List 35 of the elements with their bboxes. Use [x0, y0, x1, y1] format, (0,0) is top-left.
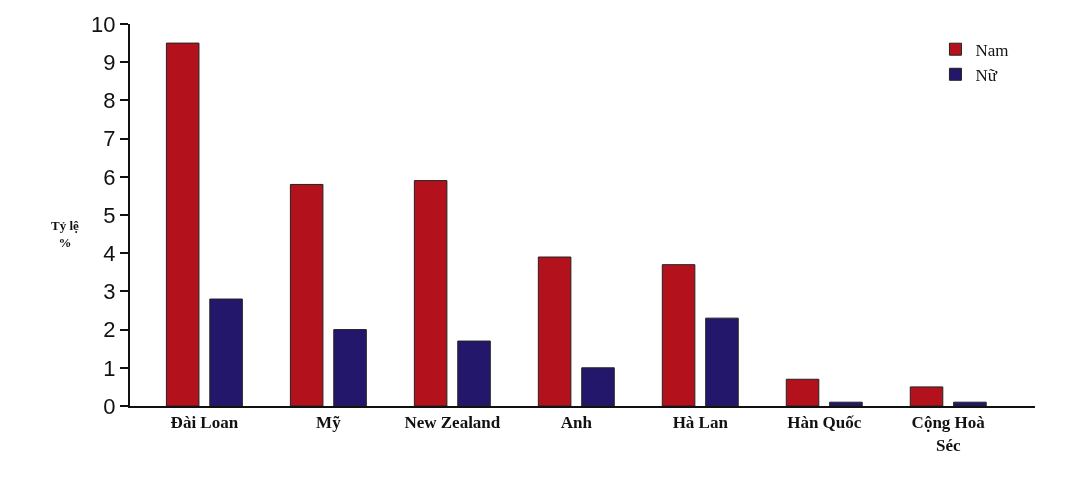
legend-label: Nam: [975, 40, 1009, 60]
x-tick-label: Anh: [560, 413, 593, 433]
x-tick-label: Hà Lan: [672, 413, 729, 433]
bar: [333, 329, 367, 406]
y-tick-label: 4: [103, 240, 116, 266]
bar: [165, 42, 200, 406]
bar: [209, 298, 243, 406]
bar: [457, 340, 491, 406]
y-axis-title: Tỷ lệ %: [51, 218, 80, 250]
bar: [785, 378, 820, 406]
y-tick-label: 2: [103, 317, 116, 343]
y-tick-label: 7: [103, 126, 116, 152]
x-tick-label: Hàn Quốc: [787, 413, 862, 433]
bar: [661, 264, 696, 406]
y-tick-label: 6: [103, 164, 116, 190]
x-tick-label: Cộng Hoà Séc: [911, 413, 986, 455]
y-tick-label: 8: [103, 88, 116, 114]
y-tick-label: 10: [91, 11, 116, 37]
x-tick-label: Mỹ: [316, 413, 342, 433]
bar: [953, 401, 987, 406]
y-tick-label: 0: [103, 393, 116, 419]
y-tick-label: 9: [103, 49, 116, 75]
y-tick-label: 5: [103, 202, 116, 228]
bar: [289, 183, 324, 406]
bar: [581, 367, 615, 406]
x-tick-label: Đài Loan: [170, 413, 239, 433]
x-tick-label: New Zealand: [404, 413, 501, 433]
y-tick-label: 3: [103, 279, 116, 305]
bar: [413, 180, 448, 406]
bar: [705, 317, 739, 406]
y-tick-label: 1: [103, 355, 116, 381]
bar: [909, 386, 944, 406]
bar: [829, 401, 863, 406]
bar: [537, 256, 572, 406]
legend-label: Nữ: [975, 65, 998, 85]
